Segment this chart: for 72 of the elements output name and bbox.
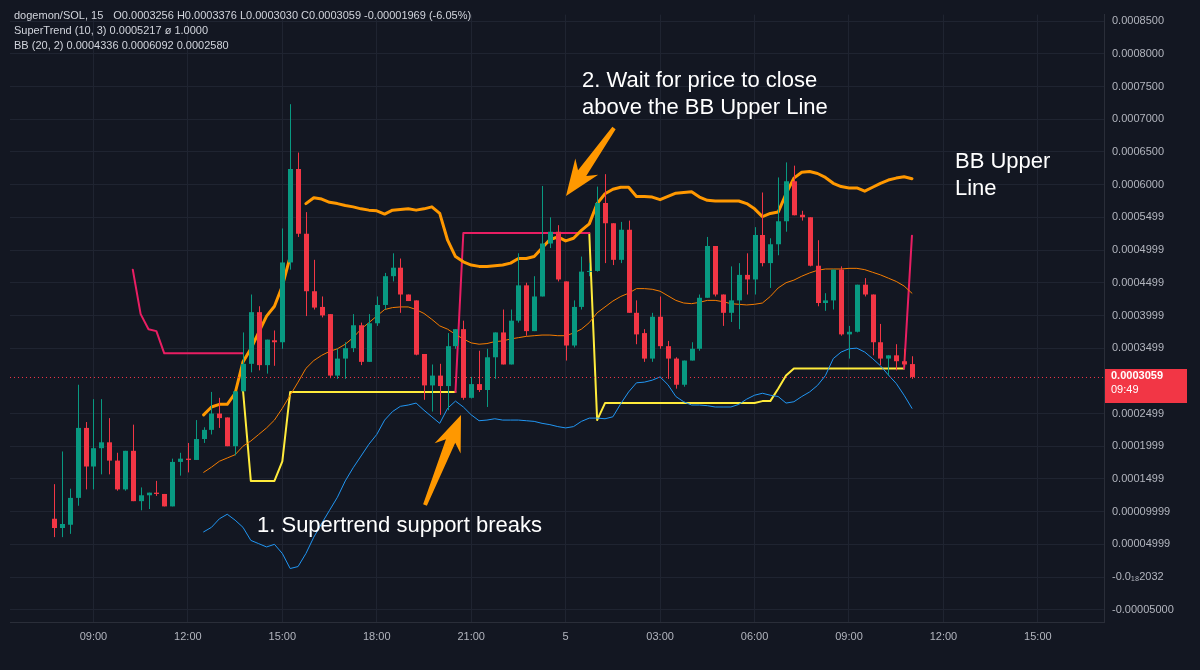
candlestick — [91, 398, 96, 490]
y-tick-label: 0.0008000 — [1112, 46, 1164, 59]
candlestick — [52, 483, 57, 538]
candlestick — [351, 313, 356, 353]
y-tick-label: 0.0002499 — [1112, 406, 1164, 419]
candlestick — [902, 348, 907, 368]
candlestick — [178, 452, 183, 477]
candlestick — [272, 329, 277, 367]
x-tick-label: 09:00 — [835, 630, 863, 643]
annotation: 1. Supertrend support breaks — [257, 511, 542, 538]
candlestick — [863, 277, 868, 297]
x-tick-label: 15:00 — [1024, 630, 1052, 643]
x-tick-label: 03:00 — [646, 630, 674, 643]
x-tick-label: 18:00 — [363, 630, 391, 643]
candlestick — [320, 295, 325, 318]
y-tick-label: 0.00004999 — [1112, 537, 1171, 550]
y-tick-label: 0.0004999 — [1112, 243, 1164, 256]
candlestick — [312, 259, 317, 311]
y-tick-label: 0.0003499 — [1112, 341, 1164, 354]
text: 09:49 — [1111, 383, 1139, 395]
annotation: SuperTrend (10, 3) 0.0005217 ø 1.0000 — [14, 24, 209, 36]
x-tick-label: 06:00 — [740, 630, 769, 643]
y-tick-label: 0.0008500 — [1112, 14, 1164, 27]
candlestick — [878, 323, 883, 366]
y-tick-label: 0.0007000 — [1112, 112, 1164, 125]
chart-title: dogemon/SOL, 15 — [14, 9, 104, 21]
y-tick-label: 0.00009999 — [1112, 504, 1171, 517]
ref-line-label: 0.0003059 — [1111, 369, 1163, 381]
candlestick — [603, 173, 608, 264]
y-tick-label: 0.0003999 — [1112, 308, 1164, 321]
x-tick-label: 12:00 — [929, 630, 958, 643]
y-tick-label: 0.0001999 — [1112, 439, 1164, 452]
candlestick — [634, 299, 639, 345]
x-tick-label: 12:00 — [174, 630, 202, 643]
candlestick — [721, 294, 726, 327]
x-tick-label: 21:00 — [457, 630, 485, 643]
candlestick — [453, 328, 458, 350]
candlestick — [886, 354, 891, 377]
y-tick-label: 0.0007500 — [1112, 79, 1164, 92]
x-tick-label: 5 — [562, 630, 569, 643]
annotation: BB Upper Line — [955, 147, 1052, 201]
candlestick — [139, 486, 144, 511]
y-tick-label: 0.0005499 — [1112, 210, 1164, 223]
annotation: O0.0003256 H0.0003376 L0.0003030 C0.0003059 -0.00001969 (-6.05%) — [113, 9, 472, 21]
annotation: BB (20, 2) 0.0004336 0.0006092 0.0002580 — [14, 39, 229, 51]
candlestick — [99, 398, 104, 475]
y-tick-label: 0.0001499 — [1112, 472, 1164, 485]
candlestick — [690, 341, 695, 362]
candlestick — [209, 391, 214, 435]
candlestick — [548, 216, 553, 249]
candlestick — [391, 252, 396, 282]
y-tick-label: 0.0004499 — [1112, 275, 1164, 288]
annotation: 2. Wait for price to close above the BB Upper Line — [582, 66, 829, 120]
candlestick — [587, 262, 592, 277]
y-tick-label: 0.0006500 — [1112, 144, 1164, 157]
candlestick — [60, 450, 65, 538]
candlestick — [194, 419, 199, 461]
y-tick-label: -0.0₁₈2032 — [1112, 570, 1164, 583]
candlestick — [729, 265, 734, 323]
candlestick — [768, 237, 773, 289]
candlestick — [335, 348, 340, 380]
candlestick — [776, 176, 781, 256]
candlestick — [107, 417, 112, 475]
x-tick-label: 09:00 — [79, 630, 108, 643]
candlestick — [894, 343, 899, 371]
y-tick-label: 0.0006000 — [1112, 177, 1164, 190]
candlestick — [438, 363, 443, 416]
candlestick — [375, 295, 380, 327]
y-tick-label: -0.00005000 — [1112, 602, 1174, 615]
candlestick — [343, 341, 348, 380]
x-tick-label: 15:00 — [268, 630, 297, 643]
candlestick — [430, 363, 435, 413]
